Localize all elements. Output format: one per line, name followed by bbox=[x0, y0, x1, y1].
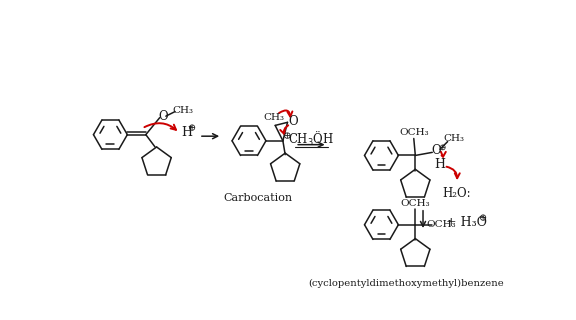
Text: CH$_3$ÖH: CH$_3$ÖH bbox=[288, 130, 335, 148]
Text: ⊕: ⊕ bbox=[438, 142, 445, 151]
Text: CH₃: CH₃ bbox=[263, 113, 284, 122]
Text: (cyclopentyldimethoxymethyl)benzene: (cyclopentyldimethoxymethyl)benzene bbox=[308, 279, 504, 288]
Text: + H₃O: + H₃O bbox=[446, 216, 487, 229]
Text: O: O bbox=[159, 110, 168, 124]
Text: CH₃: CH₃ bbox=[172, 106, 194, 115]
Text: ⊕: ⊕ bbox=[283, 132, 292, 141]
Text: H: H bbox=[434, 158, 445, 171]
Text: ⊕: ⊕ bbox=[479, 214, 487, 223]
Text: O: O bbox=[431, 144, 441, 157]
Text: Carbocation: Carbocation bbox=[223, 193, 293, 203]
Text: ⊕: ⊕ bbox=[188, 124, 196, 133]
Text: CH₃: CH₃ bbox=[444, 134, 464, 143]
Text: H: H bbox=[181, 126, 192, 139]
Text: O: O bbox=[288, 115, 298, 128]
Text: OCH₃: OCH₃ bbox=[426, 220, 456, 229]
Text: OCH₃: OCH₃ bbox=[400, 199, 430, 208]
Text: OCH₃: OCH₃ bbox=[399, 128, 429, 137]
Text: H₂O:: H₂O: bbox=[442, 188, 471, 200]
